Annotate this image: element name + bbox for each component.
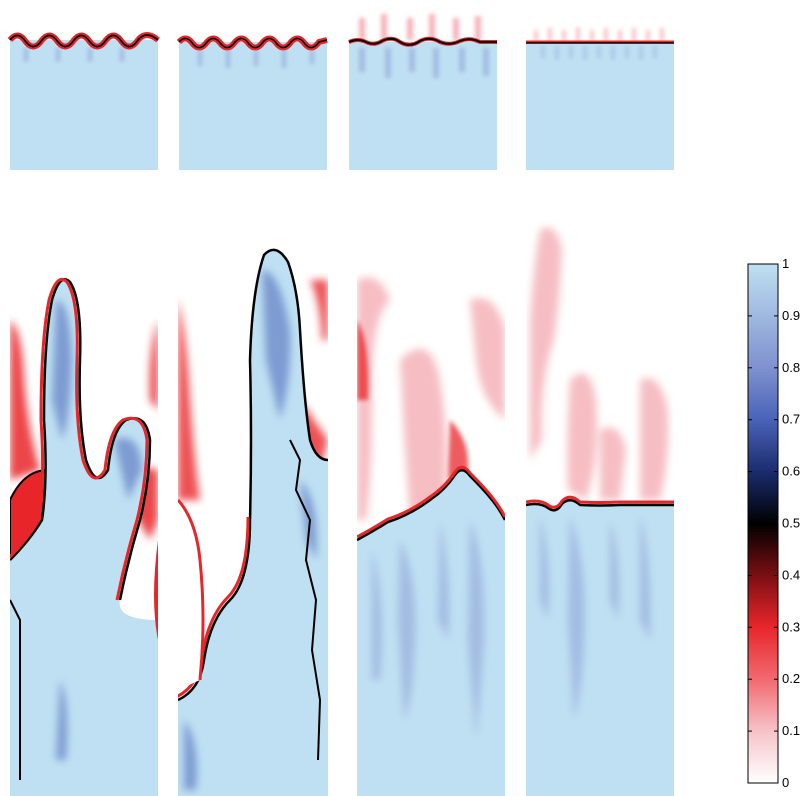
colorbar-tick-label: 0 bbox=[782, 775, 789, 790]
colorbar-tick-label: 0.5 bbox=[782, 516, 800, 531]
colorbar-ticks: 1 0.9 0.8 0.7 0.6 0.5 0.4 0.3 0.2 0.1 0 bbox=[748, 256, 800, 790]
panel-top-3 bbox=[348, 14, 497, 170]
colorbar-tick-label: 0.7 bbox=[782, 412, 800, 427]
colorbar-tick-label: 0.6 bbox=[782, 464, 800, 479]
colorbar-tick-label: 0.9 bbox=[782, 308, 800, 323]
colorbar-tick-label: 0.1 bbox=[782, 723, 800, 738]
panel-top-4 bbox=[526, 22, 674, 170]
colorbar-tick-label: 0.4 bbox=[782, 567, 800, 582]
panel-bottom-1 bbox=[10, 260, 158, 796]
colorbar-tick-label: 1 bbox=[782, 256, 789, 271]
panel-bottom-4 bbox=[526, 210, 674, 796]
colorbar: 1 0.9 0.8 0.7 0.6 0.5 0.4 0.3 0.2 0.1 0 bbox=[747, 256, 800, 790]
panel-bottom-2 bbox=[178, 240, 328, 796]
panel-top-2 bbox=[176, 22, 328, 170]
panel-top-1 bbox=[7, 22, 160, 170]
colorbar-tick-label: 0.2 bbox=[782, 671, 800, 686]
colorbar-tick-label: 0.3 bbox=[782, 619, 800, 634]
panel-bottom-3 bbox=[357, 220, 505, 796]
colorbar-tick-label: 0.8 bbox=[782, 360, 800, 375]
